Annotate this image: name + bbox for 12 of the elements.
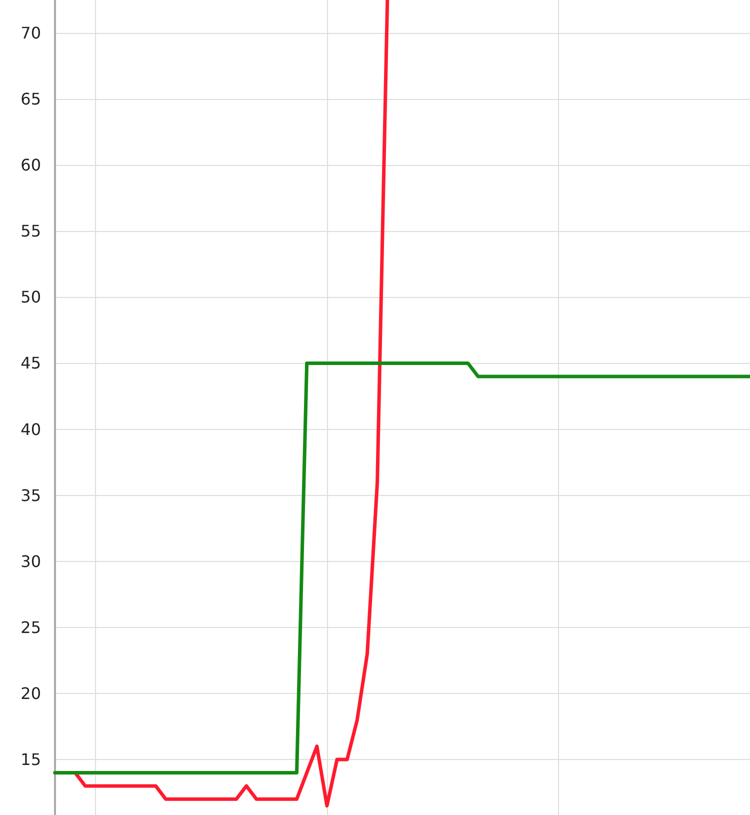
y-tick-label: 40 bbox=[20, 420, 41, 439]
y-tick-label: 35 bbox=[20, 486, 41, 505]
y-tick-label: 45 bbox=[20, 354, 41, 373]
y-tick-label: 70 bbox=[20, 24, 41, 43]
y-tick-label: 20 bbox=[20, 684, 41, 703]
y-tick-label: 15 bbox=[20, 750, 41, 770]
y-tick-label: 65 bbox=[20, 90, 41, 109]
y-tick-label: 55 bbox=[20, 222, 41, 241]
y-tick-label: 60 bbox=[20, 156, 41, 175]
y-tick-label: 30 bbox=[20, 552, 41, 571]
y-tick-label: 50 bbox=[20, 288, 41, 307]
y-tick-label: 25 bbox=[20, 618, 41, 637]
